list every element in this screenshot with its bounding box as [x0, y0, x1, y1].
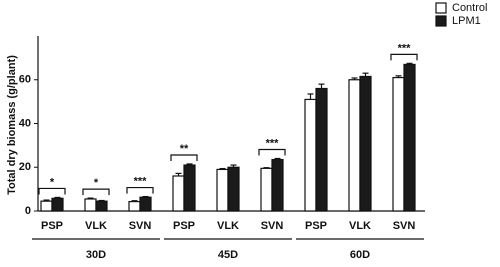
bar	[216, 168, 229, 212]
x-tick-label: VLK	[85, 220, 107, 232]
x-tick-label: SVN	[129, 220, 152, 232]
group-label: 30D	[86, 249, 106, 261]
bar	[260, 167, 273, 212]
bar	[359, 75, 372, 212]
x-tick-label: SVN	[393, 220, 416, 232]
bar	[315, 87, 328, 212]
significance-label: ***	[266, 137, 280, 149]
group-label: 60D	[350, 249, 370, 261]
significance-label: *	[50, 176, 55, 188]
bar	[304, 98, 317, 212]
significance-bracket	[390, 53, 418, 61]
y-tick-label: 0	[25, 205, 31, 217]
x-tick-label: SVN	[261, 220, 284, 232]
significance-bracket	[258, 148, 286, 156]
significance-label: *	[94, 177, 99, 189]
x-tick-label: PSP	[41, 220, 63, 232]
bar	[128, 200, 141, 212]
bar	[40, 200, 53, 212]
bar	[271, 158, 284, 212]
significance-label: ***	[398, 42, 412, 54]
bar	[139, 196, 152, 212]
bar	[348, 79, 361, 212]
significance-label: ***	[134, 175, 148, 187]
legend-label: LPM1	[452, 15, 481, 27]
significance-bracket	[126, 186, 154, 194]
legend-label: Control	[452, 2, 487, 14]
significance-bracket	[170, 154, 198, 161]
legend-swatch	[435, 2, 447, 14]
significance-label: **	[180, 143, 189, 155]
bar	[84, 198, 97, 212]
y-tick-label: 20	[19, 161, 31, 173]
y-tick-label: 40	[19, 117, 31, 129]
x-tick-label: VLK	[349, 220, 371, 232]
significance-bracket	[82, 188, 110, 196]
bar	[403, 63, 416, 212]
bar	[51, 197, 64, 212]
legend-swatch	[435, 15, 447, 27]
bar	[95, 200, 108, 212]
x-tick-label: VLK	[217, 220, 239, 232]
bar	[183, 164, 196, 212]
significance-bracket	[38, 187, 66, 195]
x-tick-label: PSP	[305, 220, 327, 232]
bar	[227, 166, 240, 212]
bar	[392, 76, 405, 212]
y-tick-label: 60	[19, 74, 31, 86]
group-label: 45D	[218, 249, 238, 261]
bar	[172, 175, 185, 212]
y-axis-label: Total dry biomass (g/plant)	[6, 55, 18, 195]
x-tick-label: PSP	[173, 220, 195, 232]
